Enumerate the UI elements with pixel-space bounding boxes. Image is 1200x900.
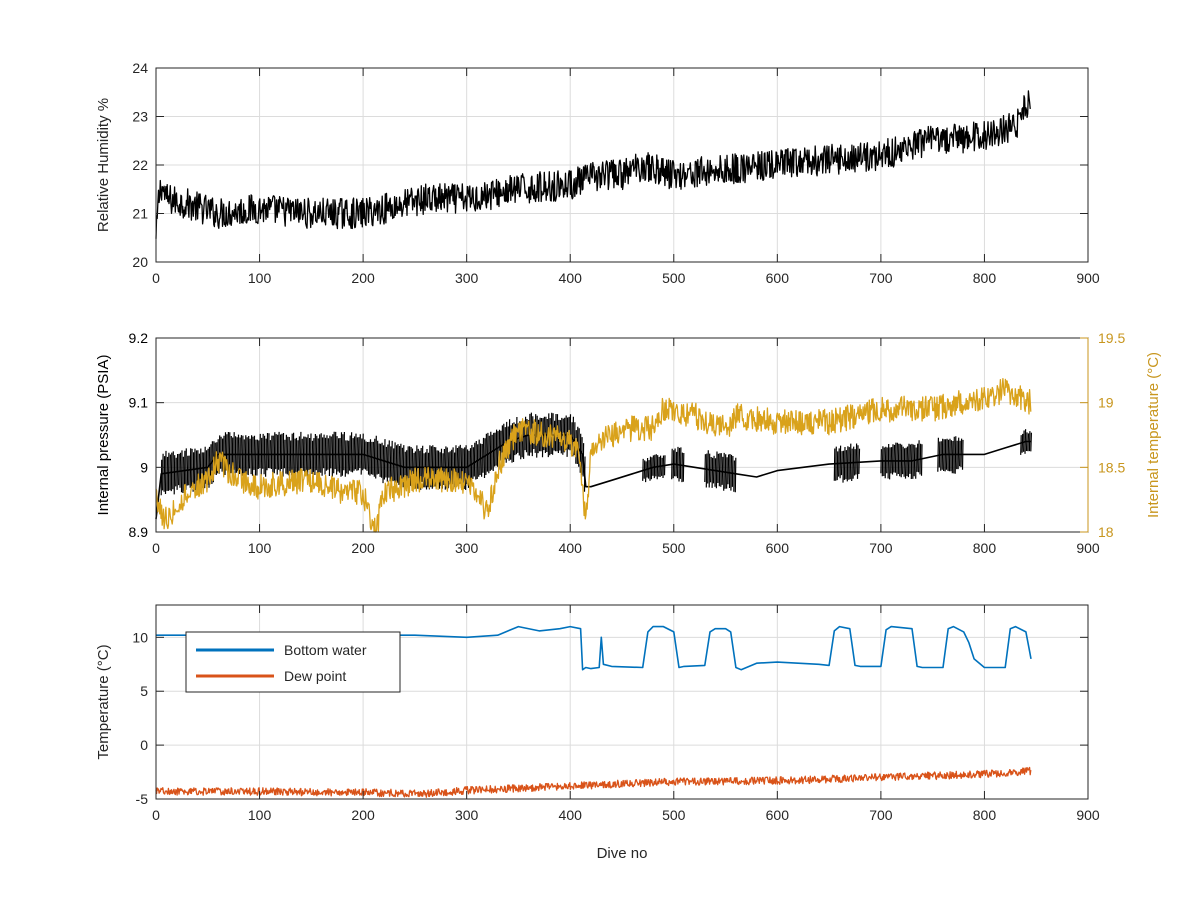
y-right-axis-label: Internal temperature (°C)	[1145, 352, 1162, 518]
y-tick-label: 9.2	[129, 330, 149, 346]
y-tick-label: 24	[132, 60, 148, 76]
y-right-tick-label: 19.5	[1098, 330, 1125, 346]
x-tick-label: 500	[662, 270, 686, 286]
legend-label: Bottom water	[284, 642, 367, 658]
y-tick-label: 9.1	[129, 395, 149, 411]
y-tick-label: 10	[132, 629, 148, 645]
x-tick-label: 200	[351, 270, 375, 286]
x-tick-label: 600	[766, 270, 790, 286]
legend-label: Dew point	[284, 668, 346, 684]
y-right-tick-label: 18	[1098, 524, 1114, 540]
legend-box	[185, 631, 401, 693]
panel-humidity: 0 100 200 300 400 500 600 700 800 900 20 21 22 23 24 Re…	[95, 60, 1100, 286]
x-tick-label: 300	[455, 807, 479, 823]
y-right-tick-label: 18.5	[1098, 459, 1125, 475]
x-tick-label: 500	[662, 540, 686, 556]
y-tick-label: 8.9	[129, 524, 149, 540]
y-tick-label: 9	[140, 459, 148, 475]
x-tick-label: 400	[559, 807, 583, 823]
series-line-dew-point	[155, 766, 1032, 798]
y-tick-label: 21	[132, 206, 148, 222]
axes-box	[155, 604, 1089, 800]
y-right-tick-label: 19	[1098, 395, 1114, 411]
y-axis-label: Relative Humidity %	[95, 98, 112, 232]
x-tick-label: 900	[1076, 540, 1100, 556]
x-tick-label: 700	[869, 270, 893, 286]
y-axis-label: Internal pressure (PSIA)	[95, 355, 112, 516]
figure-xlabel: Dive no	[597, 845, 648, 862]
x-tick-label: 300	[455, 540, 479, 556]
x-tick-label: 400	[559, 540, 583, 556]
x-tick-label: 500	[662, 807, 686, 823]
x-tick-label: 0	[152, 270, 160, 286]
panel-temperature: 0 100 200 300 400 500 600 700 800 900-50510Temper…	[95, 604, 1100, 823]
x-tick-label: 600	[766, 540, 790, 556]
x-tick-label: 300	[455, 270, 479, 286]
plot-area	[156, 338, 1088, 532]
y-tick-label: -5	[136, 791, 149, 807]
x-tick-label: 200	[351, 807, 375, 823]
x-tick-label: 700	[869, 540, 893, 556]
x-tick-label: 100	[248, 540, 272, 556]
y-tick-label: 22	[132, 157, 148, 173]
series-line-gold	[155, 377, 1032, 533]
x-tick-label: 600	[766, 807, 790, 823]
x-tick-label: 900	[1076, 807, 1100, 823]
y-tick-label: 20	[132, 254, 148, 270]
x-tick-label: 700	[869, 807, 893, 823]
panel-pressure-temperature: 0 100 200 300 400 500 600 700 800 900 8.9 9 9.1 9.2 18…	[95, 330, 1162, 556]
x-tick-label: 400	[559, 270, 583, 286]
y-tick-label: 23	[132, 109, 148, 125]
x-tick-label: 100	[248, 807, 272, 823]
series-line-black	[155, 90, 1031, 239]
x-tick-label: 200	[351, 540, 375, 556]
x-tick-label: 100	[248, 270, 272, 286]
x-tick-label: 800	[973, 807, 997, 823]
series-line-bottom-water	[156, 625, 1032, 671]
x-tick-label: 0	[152, 807, 160, 823]
x-tick-label: 800	[973, 540, 997, 556]
y-tick-label: 5	[140, 683, 148, 699]
x-tick-label: 800	[973, 270, 997, 286]
y-tick-label: 0	[140, 737, 148, 753]
legend: Bottom water Dew point	[185, 631, 401, 693]
x-tick-label: 900	[1076, 270, 1100, 286]
y-axis-label: Temperature (°C)	[95, 644, 112, 759]
x-tick-label: 0	[152, 540, 160, 556]
